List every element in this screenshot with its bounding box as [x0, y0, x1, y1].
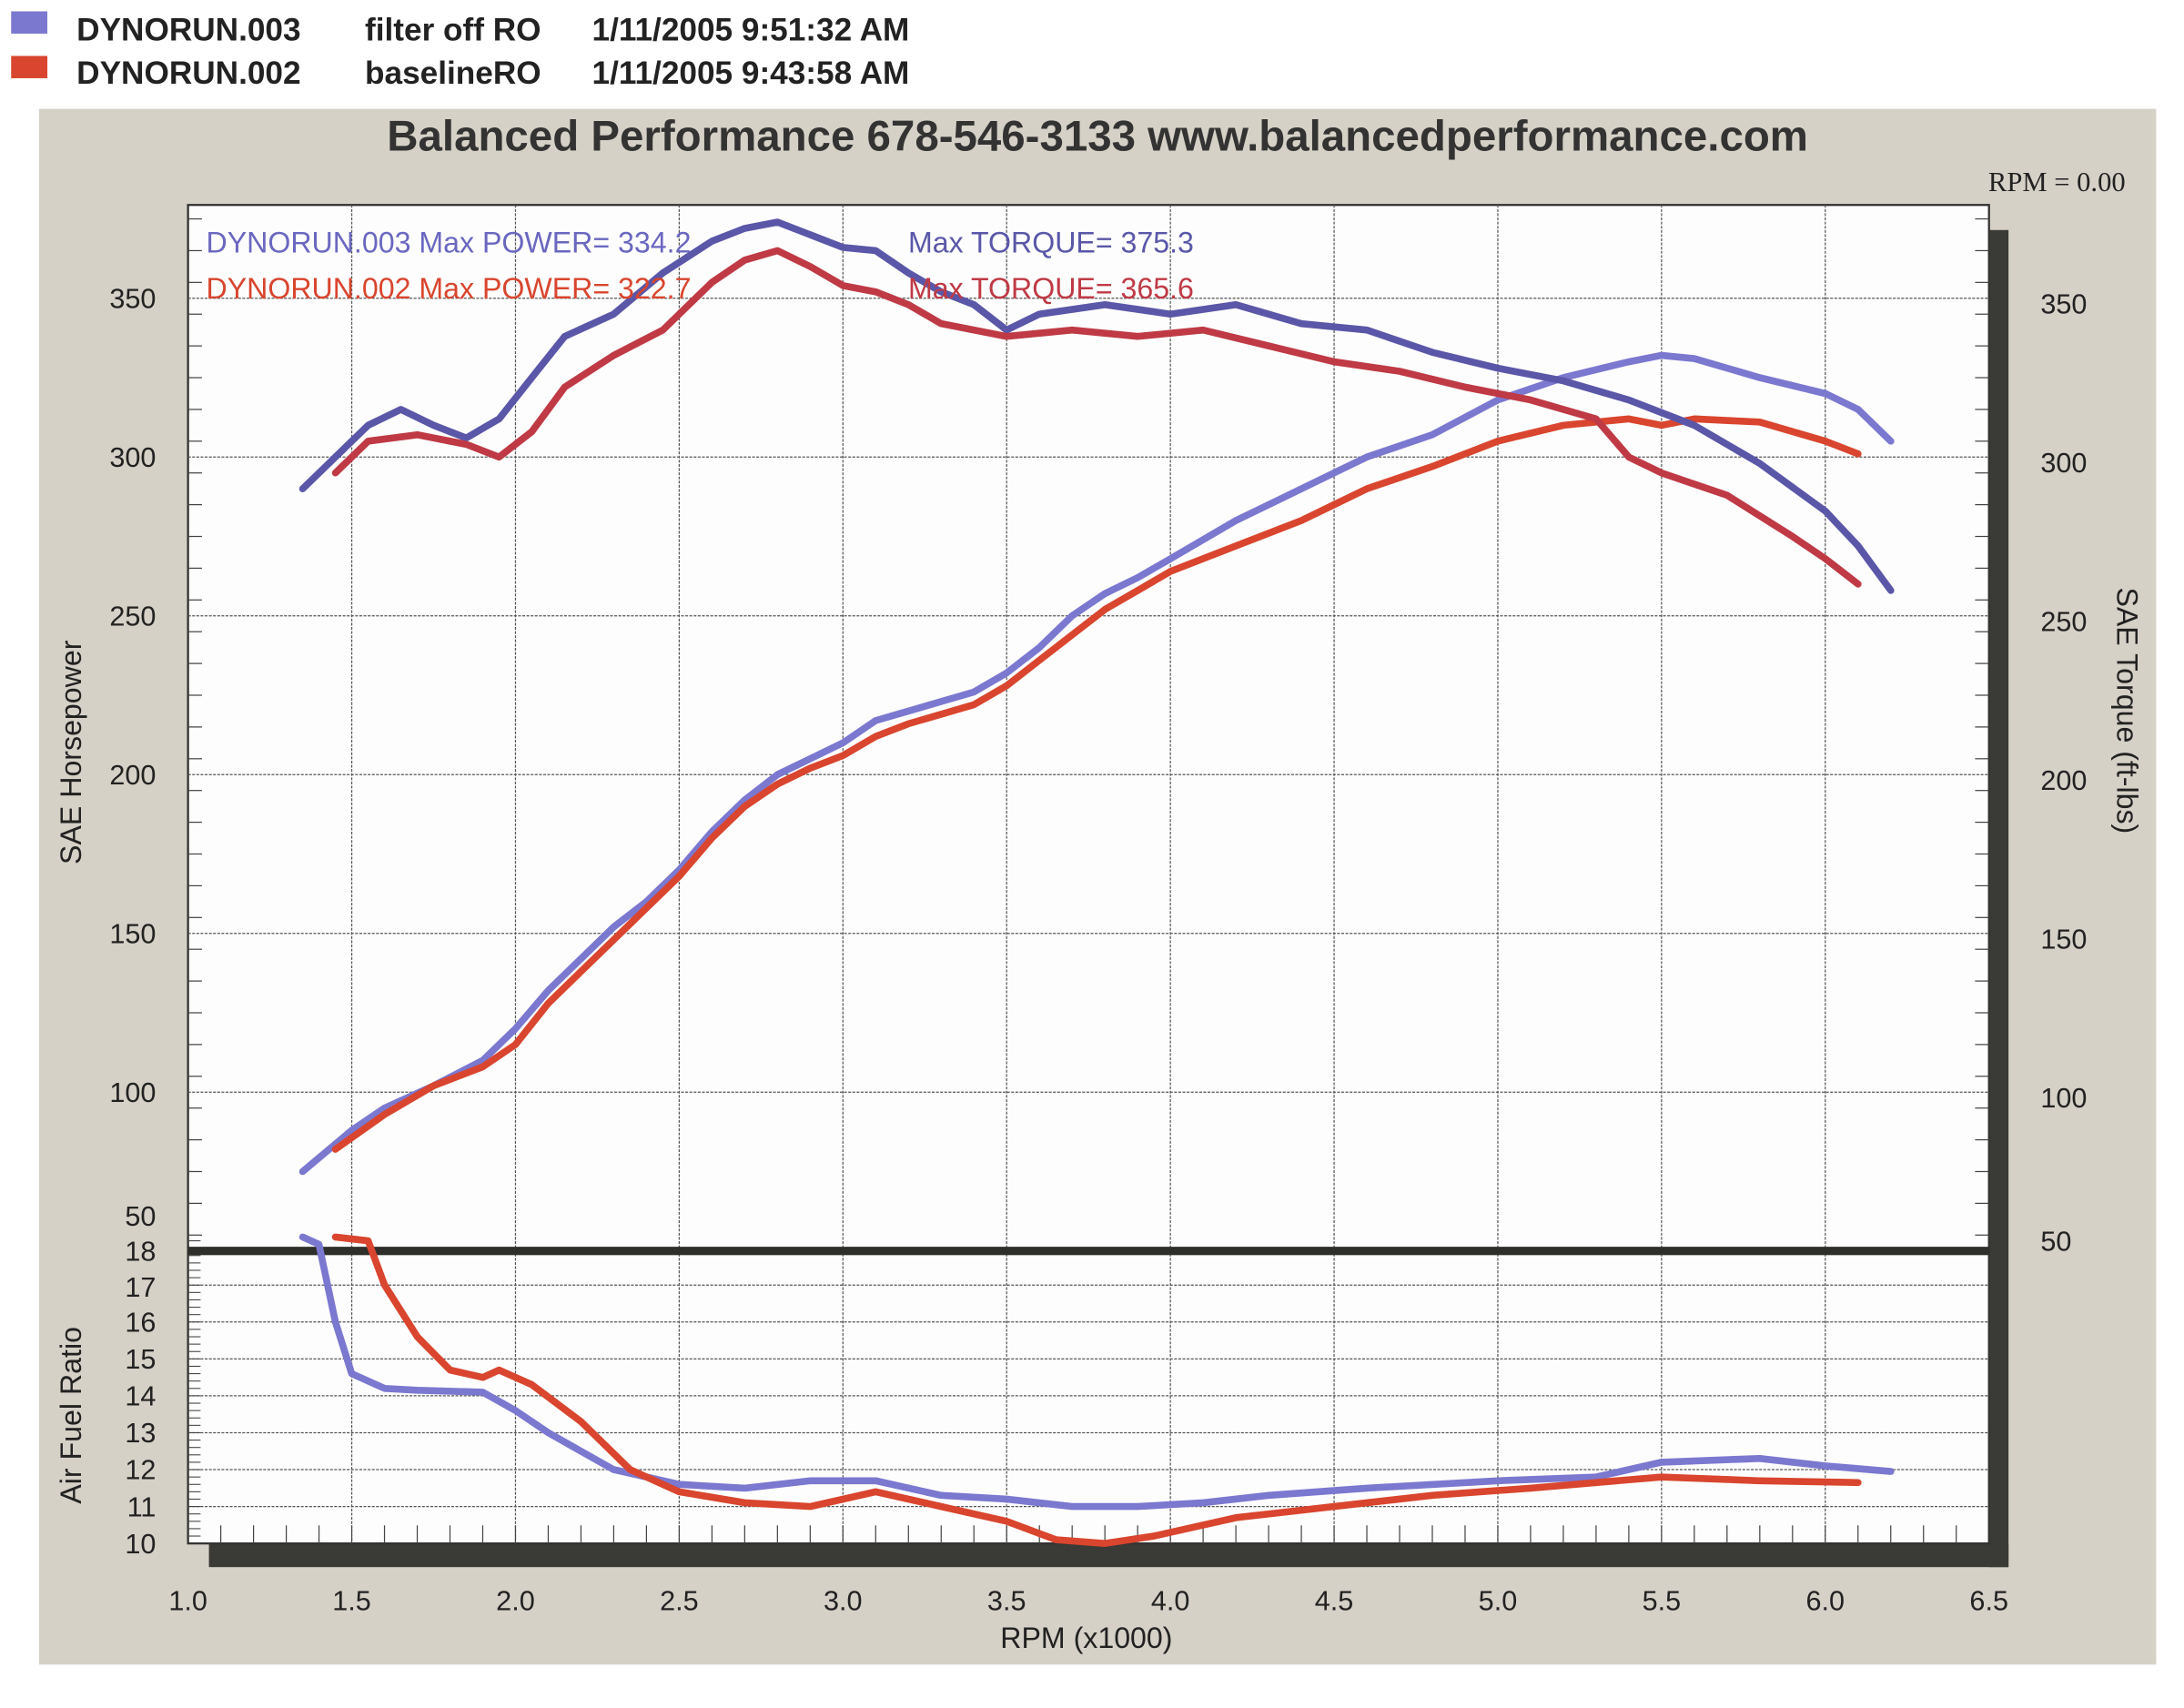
y-tick-label-afr: 18	[125, 1236, 156, 1267]
y-tick-label-hp: 200	[109, 760, 156, 791]
y-tick-label-afr: 12	[125, 1455, 156, 1486]
annotation-002-power: DYNORUN.002 Max POWER= 322.7	[207, 272, 692, 305]
y-tick-label-hp: 150	[109, 918, 156, 949]
x-tick-label: 2.0	[496, 1586, 535, 1617]
y-tick-label-hp: 250	[109, 601, 156, 632]
y-tick-label-afr: 16	[125, 1308, 156, 1339]
chart-title: Balanced Performance 678-546-3133 www.ba…	[387, 113, 1808, 161]
y-axis-label-hp: SAE Horsepower	[55, 640, 87, 864]
legend-time-002: 1/11/2005 9:43:58 AM	[592, 56, 910, 91]
afr-line-003	[298, 1233, 1895, 1511]
tick-labels: 1.0 1.5 2.0 2.5 3.0 3.5 4.0 4.5 5.0 5.5 6.0 6.5 50 10…	[109, 284, 2087, 1617]
y-tick-label-torque: 200	[2040, 765, 2087, 796]
y-tick-label-torque: 50	[2040, 1227, 2071, 1258]
annotation-002-torque: Max TORQUE= 365.6	[908, 272, 1194, 305]
y-axis-label-torque: SAE Torque (ft-lbs)	[2111, 587, 2144, 834]
run-legend: DYNORUN.003 filter off RO 1/11/2005 9:51…	[11, 11, 909, 91]
y-tick-label-torque: 150	[2040, 925, 2087, 955]
y-tick-label-torque: 350	[2040, 289, 2087, 320]
x-tick-label: 4.5	[1315, 1586, 1354, 1617]
torque-line-002	[331, 247, 1862, 588]
panel-divider	[187, 1247, 1989, 1256]
x-tick-label: 6.0	[1806, 1586, 1845, 1617]
power-line-002	[331, 415, 1862, 1153]
x-tick-label: 6.5	[1969, 1586, 2008, 1617]
rpm-readout: RPM = 0.00	[1988, 167, 2126, 197]
annotation-003-torque: Max TORQUE= 375.3	[908, 226, 1194, 258]
x-tick-label: 1.0	[168, 1586, 207, 1617]
grid	[187, 205, 1989, 1544]
annotation-003-power: DYNORUN.003 Max POWER= 334.2	[207, 226, 692, 258]
axis-shadow-bottom	[208, 1543, 2009, 1568]
axis-shadow-right	[1988, 229, 2009, 1568]
legend-swatch-002	[11, 56, 48, 78]
x-tick-label: 5.5	[1643, 1586, 1682, 1617]
y-tick-label-afr: 14	[125, 1381, 156, 1412]
y-axis-label-afr: Air Fuel Ratio	[55, 1327, 87, 1504]
x-tick-label: 2.5	[660, 1586, 699, 1617]
y-tick-label-afr: 10	[125, 1529, 156, 1560]
x-tick-label: 3.5	[987, 1586, 1026, 1617]
y-tick-label-torque: 300	[2040, 448, 2087, 479]
y-tick-label-afr: 17	[125, 1272, 156, 1303]
legend-desc-002: baselineRO	[365, 56, 541, 91]
legend-run-002: DYNORUN.002	[76, 56, 300, 91]
afr-line-002	[331, 1233, 1862, 1547]
power-line-003	[298, 351, 1895, 1176]
y-tick-label-hp: 350	[109, 284, 156, 315]
legend-run-003: DYNORUN.003	[76, 13, 300, 48]
y-tick-label-torque: 100	[2040, 1083, 2087, 1114]
x-tick-label: 4.0	[1151, 1586, 1190, 1617]
x-tick-label: 1.5	[332, 1586, 371, 1617]
y-tick-label-afr: 15	[125, 1344, 156, 1375]
torque-line-003	[298, 218, 1895, 594]
y-tick-label-hp: 100	[109, 1077, 156, 1108]
y-tick-label-afr: 11	[127, 1491, 157, 1522]
series-layer	[298, 218, 1895, 1547]
x-tick-label: 3.0	[824, 1586, 863, 1617]
y-tick-label-torque: 250	[2040, 607, 2087, 638]
x-tick-label: 5.0	[1479, 1586, 1518, 1617]
legend-time-003: 1/11/2005 9:51:32 AM	[592, 13, 910, 48]
legend-desc-003: filter off RO	[365, 13, 541, 48]
legend-swatch-003	[11, 11, 48, 34]
y-tick-label-hp: 300	[109, 442, 156, 473]
x-axis-label: RPM (x1000)	[1000, 1622, 1172, 1654]
plot-area	[187, 204, 1990, 1545]
y-tick-label-afr: 13	[125, 1418, 156, 1449]
y-tick-label-hp: 50	[125, 1201, 156, 1232]
